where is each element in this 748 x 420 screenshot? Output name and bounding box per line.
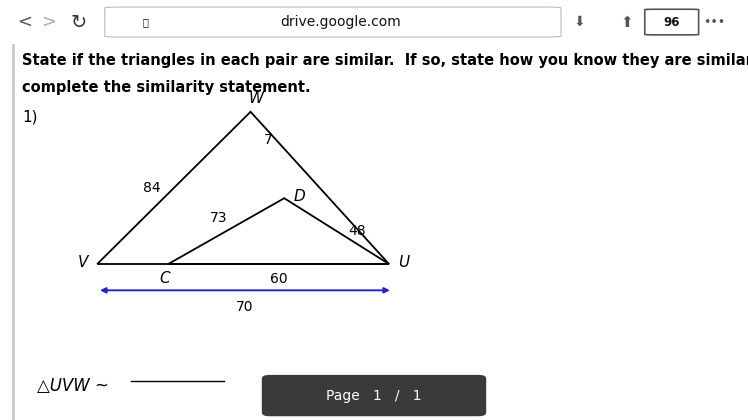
- Text: W: W: [249, 91, 264, 106]
- Text: C: C: [159, 271, 170, 286]
- Text: ⬆: ⬆: [620, 15, 634, 29]
- Text: 60: 60: [270, 271, 287, 286]
- Text: 73: 73: [210, 212, 227, 226]
- Text: 96: 96: [663, 16, 680, 29]
- Text: 7: 7: [264, 133, 273, 147]
- Text: •••: •••: [703, 16, 726, 29]
- Text: complete the similarity statement.: complete the similarity statement.: [22, 80, 311, 95]
- Text: <: <: [17, 13, 32, 31]
- Text: 70: 70: [236, 300, 254, 314]
- Text: ⬇: ⬇: [574, 15, 586, 29]
- Text: 84: 84: [143, 181, 161, 195]
- Text: 1): 1): [22, 110, 38, 125]
- Text: State if the triangles in each pair are similar.  If so, state how you know they: State if the triangles in each pair are …: [22, 53, 748, 68]
- Text: drive.google.com: drive.google.com: [280, 15, 401, 29]
- FancyBboxPatch shape: [262, 375, 486, 416]
- Text: >: >: [41, 13, 56, 31]
- Text: Page   1   /   1: Page 1 / 1: [326, 388, 422, 402]
- Text: △UVW ~: △UVW ~: [37, 377, 109, 395]
- Text: V: V: [78, 255, 88, 270]
- FancyBboxPatch shape: [105, 7, 561, 37]
- Text: 48: 48: [348, 224, 366, 238]
- Text: ↻: ↻: [70, 13, 87, 32]
- Text: D: D: [293, 189, 305, 204]
- FancyBboxPatch shape: [645, 9, 699, 35]
- Text: 🔒: 🔒: [143, 17, 149, 27]
- Text: U: U: [398, 255, 409, 270]
